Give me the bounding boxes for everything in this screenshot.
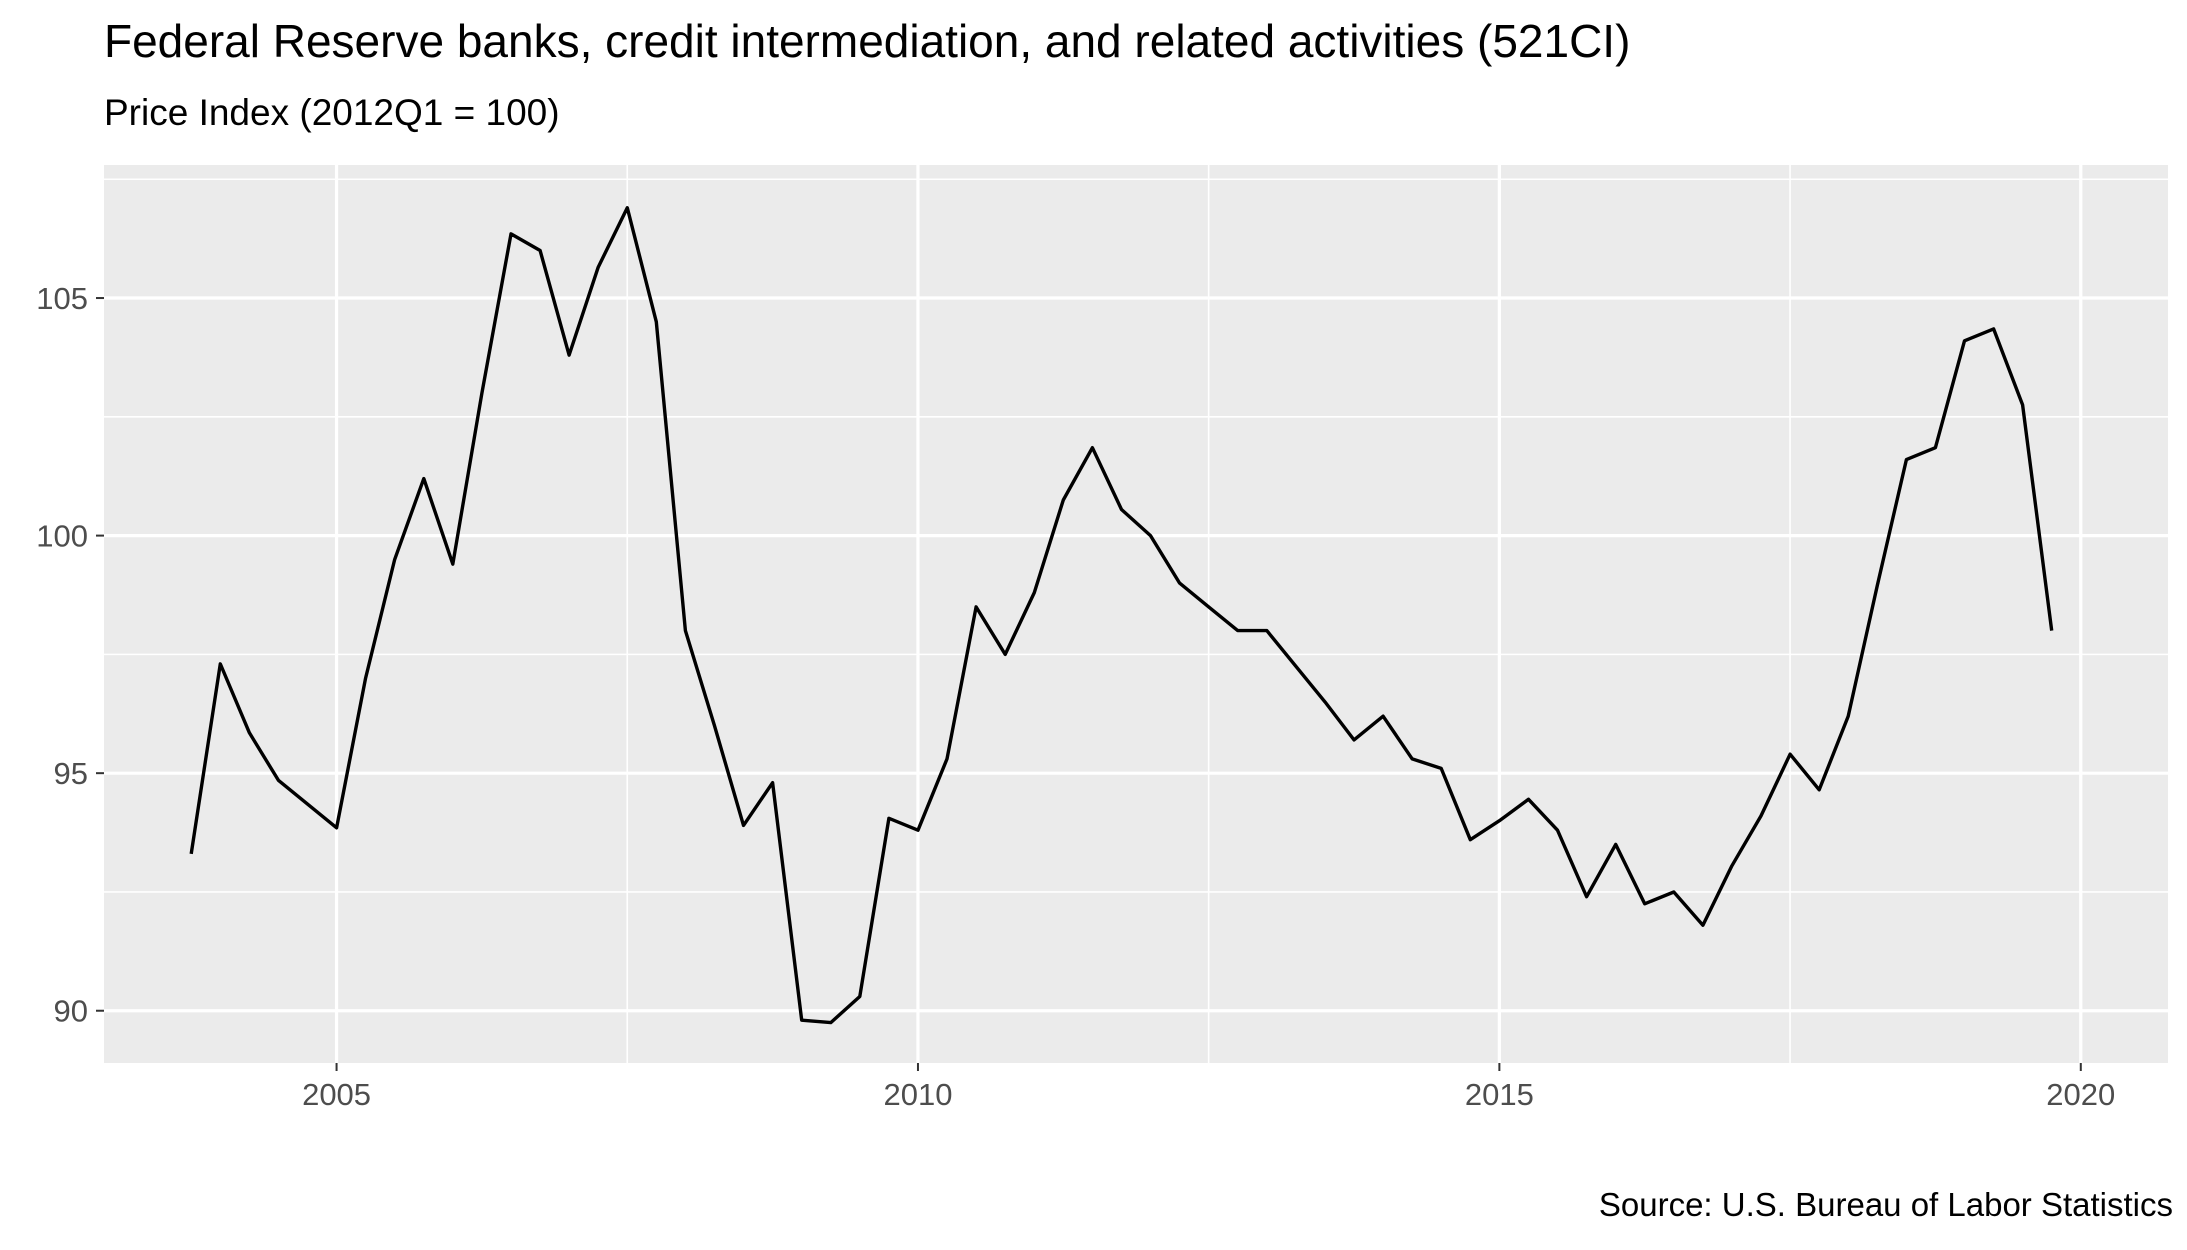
y-tick-label: 100 <box>36 519 88 554</box>
x-tick-label: 2005 <box>302 1077 371 1112</box>
source-caption: Source: U.S. Bureau of Labor Statistics <box>1598 1186 2173 1223</box>
y-tick-label: 95 <box>54 756 88 791</box>
x-tick-label: 2020 <box>2046 1077 2115 1112</box>
x-tick-label: 2015 <box>1465 1077 1534 1112</box>
price-index-line <box>189 206 2054 1025</box>
plot-panel <box>104 165 2168 1063</box>
y-tick-label: 105 <box>36 281 88 316</box>
x-tick-label: 2010 <box>883 1077 952 1112</box>
chart-subtitle: Price Index (2012Q1 = 100) <box>104 92 560 133</box>
chart-title: Federal Reserve banks, credit intermedia… <box>104 15 1631 67</box>
y-tick-label: 90 <box>54 994 88 1029</box>
